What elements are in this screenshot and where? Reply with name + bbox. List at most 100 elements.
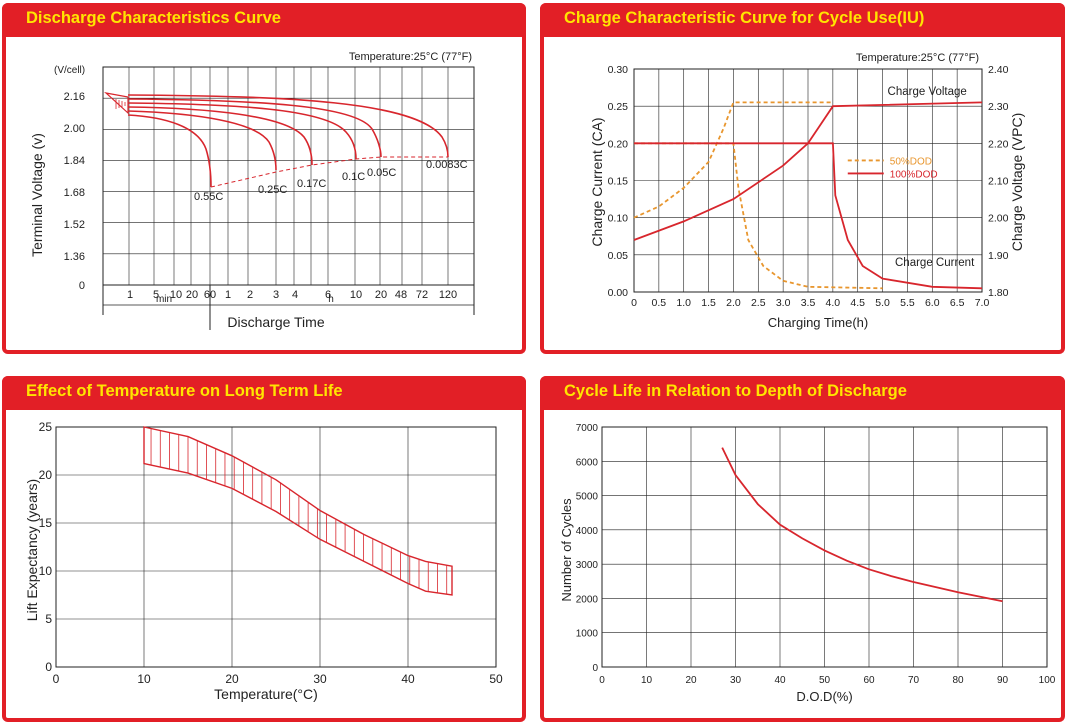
life-expectancy-band	[143, 426, 453, 596]
y-unit-label: (V/cell)	[54, 65, 85, 76]
x-tick-label: 5	[153, 289, 159, 301]
x-tick-label: 0.5	[652, 297, 667, 309]
x-tick-label: 30	[730, 675, 742, 686]
x-tick-label: 20	[225, 672, 239, 686]
cycle-chart: 0 10 20 30 40 50 60 70 80 90 100010002000300040005…	[559, 423, 1056, 704]
x-tick-label: 50	[489, 672, 503, 686]
curve-label: 0.17C	[297, 178, 326, 190]
y-axis-label: Lift Expectancy (years)	[24, 479, 40, 621]
x-tick-label: 1	[225, 289, 231, 301]
y-tick-label: 1000	[576, 629, 599, 640]
cycle-header: Cycle Life in Relation to Depth of Disch…	[540, 376, 1065, 410]
x-tick-label: 1.5	[701, 297, 716, 309]
x-tick-label: 40	[774, 675, 786, 686]
y-tick-label: 1.36	[64, 251, 85, 263]
temperature-panel: Effect of Temperature on Long Term Life …	[2, 376, 526, 722]
charge-title: Charge Characteristic Curve for Cycle Us…	[564, 9, 925, 27]
charge-header: Charge Characteristic Curve for Cycle Us…	[540, 3, 1065, 37]
plot-frame	[102, 66, 475, 286]
x-tick-label: 80	[952, 675, 964, 686]
cycle-life-curve	[721, 447, 1003, 603]
y-tick-label: 5	[45, 612, 52, 626]
curve-label: Charge Current	[895, 257, 975, 269]
x-tick-label: 4.5	[850, 297, 865, 309]
discharge-curve	[127, 106, 313, 166]
discharge-header: Discharge Characteristics Curve	[2, 3, 526, 37]
charge-panel: Charge Characteristic Curve for Cycle Us…	[540, 3, 1065, 354]
x-tick-label: 0	[631, 297, 637, 309]
x-tick-label: 3.5	[801, 297, 816, 309]
curve-label: 0.1C	[342, 171, 365, 183]
x-axis-label: Temperature(°C)	[214, 686, 318, 702]
x-tick-label: 7.0	[975, 297, 990, 309]
discharge-curve	[127, 98, 382, 158]
x-tick-label: 1.0	[676, 297, 691, 309]
x-tick-label: 4	[292, 289, 298, 301]
y2-tick-label: 2.40	[988, 64, 1009, 76]
y-tick-label: 1.52	[64, 219, 85, 231]
current-curve-100dod	[634, 142, 983, 290]
temperature-header: Effect of Temperature on Long Term Life	[2, 376, 526, 410]
y-tick-label: 0	[45, 660, 52, 674]
x-tick-label: 2	[247, 289, 253, 301]
x-tick-label: 3.0	[776, 297, 791, 309]
y-tick-label: 4000	[576, 526, 599, 537]
temperature-annotation: Temperature:25°C (77°F)	[856, 52, 979, 64]
x-tick-label: 60	[863, 675, 875, 686]
cycle-panel: Cycle Life in Relation to Depth of Disch…	[540, 376, 1065, 722]
y-axis-label: Charge Current (CA)	[589, 117, 605, 246]
x-tick-label: 0	[599, 675, 605, 686]
y-tick-label: 25	[39, 420, 53, 434]
y-tick-label: 0.30	[608, 64, 629, 76]
discharge-panel: Discharge Characteristics Curve 1 5 10 20 60…	[2, 3, 526, 354]
discharge-curve	[127, 114, 212, 188]
x-tick-label: 48	[395, 289, 407, 301]
x-tick-label: 4.0	[826, 297, 841, 309]
x-axis-label: Discharge Time	[227, 314, 324, 330]
discharge-curve	[127, 94, 449, 158]
y-tick-label: 2.16	[64, 91, 85, 103]
y-axis-label: Terminal Voltage (v)	[29, 133, 45, 257]
x-group-label: min	[156, 294, 172, 305]
discharge-title: Discharge Characteristics Curve	[26, 9, 281, 27]
x-tick-label: 30	[313, 672, 327, 686]
x-tick-label: 0	[53, 672, 60, 686]
curve-label: Charge Voltage	[888, 86, 967, 98]
y-tick-label: 7000	[576, 423, 599, 434]
y-axis-label: Number of Cycles	[559, 498, 574, 602]
x-tick-label: 5.5	[900, 297, 915, 309]
x-tick-label: 50	[819, 675, 831, 686]
temperature-title: Effect of Temperature on Long Term Life	[26, 382, 343, 400]
x-group-label: h	[328, 294, 334, 305]
y2-tick-label: 1.90	[988, 250, 1009, 262]
cycle-title: Cycle Life in Relation to Depth of Disch…	[564, 382, 907, 400]
current-curve-50dod	[634, 142, 883, 290]
x-axis-label: Charging Time(h)	[768, 315, 868, 330]
x-tick-label: 72	[416, 289, 428, 301]
y2-tick-label: 2.00	[988, 213, 1009, 225]
y-tick-label: 10	[39, 564, 53, 578]
cutoff-voltage-line	[210, 156, 448, 188]
voltage-curve-100dod	[633, 101, 983, 241]
x-tick-label: 10	[137, 672, 151, 686]
y-tick-label: 1.68	[64, 187, 85, 199]
y-tick-label: 0.00	[608, 287, 629, 299]
x-tick-label: 10	[641, 675, 653, 686]
x-tick-label: 2.5	[751, 297, 766, 309]
x-tick-label: 120	[439, 289, 457, 301]
y-tick-label: 6000	[576, 457, 599, 468]
y2-axis-label: Charge Voltage (VPC)	[1009, 113, 1025, 252]
y-tick-label: 5000	[576, 492, 599, 503]
y-tick-label: 15	[39, 516, 53, 530]
discharge-curve	[127, 110, 277, 171]
y-tick-label: 3000	[576, 560, 599, 571]
x-tick-label: 6.5	[950, 297, 965, 309]
x-tick-label: 10	[350, 289, 362, 301]
y-tick-label: 0.10	[608, 213, 629, 225]
y-tick-label: 2000	[576, 594, 599, 605]
y-tick-label: 0.15	[608, 176, 629, 188]
x-tick-label: 1	[127, 289, 133, 301]
discharge-curve	[127, 102, 357, 160]
x-tick-label: 70	[908, 675, 920, 686]
curve-label: 0.55C	[194, 191, 223, 203]
